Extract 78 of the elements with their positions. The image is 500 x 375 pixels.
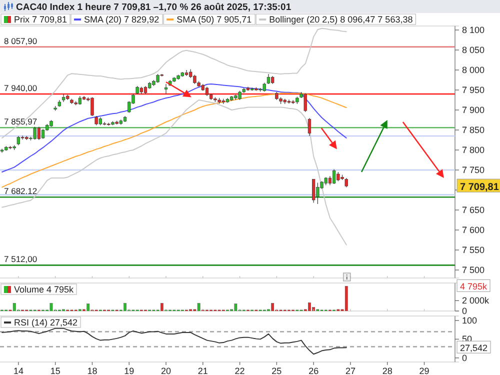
x-tick-label: 21 <box>198 366 208 375</box>
y-tick-label: 8 100 <box>462 25 485 35</box>
line-series <box>2 328 347 355</box>
x-tick-label: 19 <box>124 366 134 375</box>
y-tick-label: 7 550 <box>462 245 485 255</box>
candlestick <box>164 84 168 94</box>
bar <box>12 303 16 311</box>
candlestick <box>16 136 20 146</box>
y-tick-label: 8 000 <box>462 65 485 75</box>
candlestick <box>94 116 98 126</box>
candlestick <box>336 172 340 182</box>
line-series <box>2 92 347 188</box>
x-tick-label: 26 <box>308 366 319 375</box>
y-tick-label: 0 <box>462 306 468 316</box>
y-tick-label: 7 600 <box>462 225 485 235</box>
line-series <box>2 28 347 138</box>
x-tick-label: 25 <box>272 366 282 375</box>
candlestick <box>312 178 316 204</box>
legend-label: SMA (50) 7 905,71 <box>176 14 252 24</box>
candlestick <box>184 70 188 76</box>
ref-line-label: 8 057,90 <box>4 36 38 46</box>
candlestick <box>304 92 307 112</box>
candlestick <box>33 126 36 140</box>
x-tick-label: 22 <box>234 366 245 375</box>
bar <box>160 303 164 311</box>
candlestick <box>90 96 94 116</box>
bar <box>86 304 90 311</box>
candlestick <box>238 90 242 100</box>
candlestick <box>308 118 312 136</box>
y-tick-label: 7 950 <box>462 85 485 95</box>
ref-line-label: 7 940,00 <box>4 83 38 93</box>
y-tick-label: 2 000k <box>462 296 490 306</box>
x-tick-label: 15 <box>50 366 60 375</box>
x-tick-label: 14 <box>13 366 24 375</box>
x-tick-label: 28 <box>382 366 392 375</box>
candlestick <box>332 168 336 184</box>
legend-label: Bollinger (20 2,5) 8 096,47 7 563,38 <box>269 14 413 24</box>
candlestick <box>205 86 209 96</box>
y-tick-label: 7 800 <box>462 145 485 155</box>
y-tick-label: 7 650 <box>462 205 485 215</box>
candlestick <box>41 128 45 140</box>
candlestick <box>266 74 270 84</box>
legend-label: Volume 4 795k <box>14 284 74 294</box>
y-tick-label: 7 900 <box>462 105 485 115</box>
y-tick-label: 7 750 <box>462 165 485 175</box>
candlestick <box>37 126 41 140</box>
bar <box>344 286 348 311</box>
x-tick-label: 18 <box>87 366 98 375</box>
ref-line-label: 7 682,12 <box>4 186 38 196</box>
chart-title: CAC40 Index 1 heure 7 709,81 –1,70 % 26 août 2025, 17:35:01 <box>16 2 292 13</box>
candlestick <box>344 178 348 188</box>
candlestick <box>193 74 196 84</box>
y-tick-label: 0 <box>462 352 468 363</box>
y-tick-label: 7 850 <box>462 125 485 135</box>
bar <box>271 303 274 311</box>
x-tick-label: 20 <box>161 366 172 375</box>
y-tick-label: 7 500 <box>462 265 485 275</box>
y-tick-label: 100 <box>462 315 478 326</box>
line-series <box>2 100 347 246</box>
y-tick-label: 8 050 <box>462 45 485 55</box>
text: 4 795k <box>460 282 488 292</box>
candlestick <box>62 94 66 102</box>
legend-label: SMA (20) 7 829,92 <box>84 14 160 24</box>
legend-label: RSI (14) 27,542 <box>14 318 78 328</box>
bar <box>234 304 238 311</box>
ref-line-label: 7 512,00 <box>4 254 38 264</box>
x-tick-label: 27 <box>345 366 356 375</box>
text: 27,542 <box>460 343 488 354</box>
bar <box>124 303 126 311</box>
x-tick-label: 29 <box>419 366 430 375</box>
text: 7 709,81 <box>460 182 500 194</box>
candlestick <box>316 182 320 204</box>
line-series <box>2 84 347 172</box>
bar <box>50 303 53 311</box>
ref-line-label: 7 855,97 <box>4 116 38 127</box>
bar <box>197 303 200 311</box>
bar <box>308 302 311 311</box>
legend-label: Prix 7 709,81 <box>14 14 68 24</box>
